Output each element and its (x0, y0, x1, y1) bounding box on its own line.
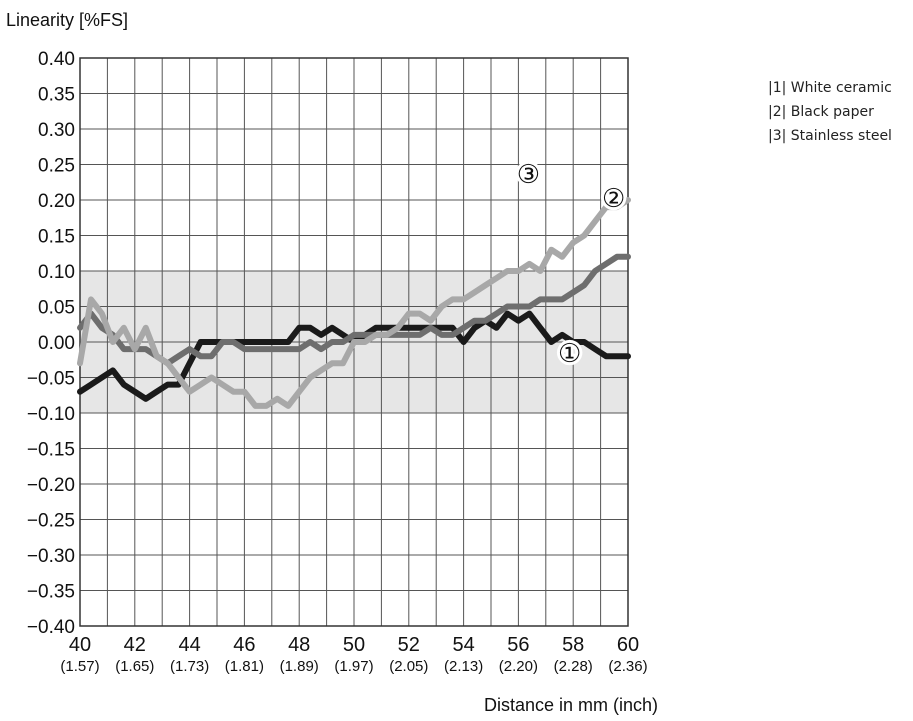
y-tick-label: 0.00 (38, 333, 75, 354)
y-tick-label: 0.40 (38, 49, 75, 70)
legend-item-stainless-steel: |3| Stainless steel (768, 128, 892, 144)
y-axis-title: Linearity [%FS] (6, 10, 128, 30)
x-tick-sublabel: (2.20) (499, 658, 538, 675)
y-tick-label: −0.15 (27, 440, 75, 461)
y-tick-label: 0.35 (38, 85, 75, 106)
x-tick-label: 52 (398, 634, 420, 656)
y-tick-label: −0.25 (27, 511, 75, 532)
x-tick-label: 42 (124, 634, 146, 656)
grid-layer (79, 57, 629, 627)
x-tick-sublabel: (2.13) (444, 658, 483, 675)
y-tick-label: −0.10 (27, 404, 75, 425)
x-axis-title: Distance in mm (inch) (484, 695, 658, 715)
y-tick-label: 0.15 (38, 227, 75, 248)
series-marker-stainless-steel: ③ (517, 160, 540, 190)
y-tick-label: 0.30 (38, 120, 75, 141)
y-tick-label: −0.35 (27, 582, 75, 603)
x-tick-label: 56 (507, 634, 529, 656)
x-tick-label: 58 (562, 634, 584, 656)
y-tick-label: −0.40 (27, 617, 75, 638)
y-tick-label: 0.10 (38, 262, 75, 283)
x-tick-label: 44 (178, 634, 200, 656)
x-tick-label: 40 (69, 634, 91, 656)
x-tick-label: 50 (343, 634, 365, 656)
plot-frame (79, 57, 629, 627)
x-tick-label: 54 (452, 634, 474, 656)
legend-item-white-ceramic: |1| White ceramic (768, 80, 892, 96)
x-tick-sublabel: (1.81) (225, 658, 264, 675)
tick-label-layer: 0.40 0.35 0.30 0.25 0.20 0.15 0.10 0.05 0.00 −0.0… (27, 49, 648, 675)
y-tick-label: 0.20 (38, 191, 75, 212)
x-tick-sublabel: (1.89) (280, 658, 319, 675)
x-tick-sublabel: (1.65) (115, 658, 154, 675)
y-tick-label: 0.05 (38, 298, 75, 319)
x-tick-label: 60 (617, 634, 639, 656)
legend: |1| White ceramic |2| Black paper |3| St… (768, 76, 892, 148)
x-tick-sublabel: (1.73) (170, 658, 209, 675)
legend-item-black-paper: |2| Black paper (768, 104, 874, 120)
x-tick-sublabel: (2.28) (554, 658, 593, 675)
series-marker-layer: ① ② ③ (514, 157, 629, 372)
x-tick-sublabel: (2.05) (389, 658, 428, 675)
series-line-black-paper (77, 253, 631, 367)
x-tick-sublabel: (2.36) (608, 658, 647, 675)
series-marker-black-paper: ② (602, 184, 625, 214)
series-layer (77, 197, 631, 409)
x-tick-sublabel: (1.57) (60, 658, 99, 675)
x-tick-label: 46 (233, 634, 255, 656)
y-tick-label: −0.20 (27, 475, 75, 496)
x-tick-label: 48 (288, 634, 310, 656)
y-tick-label: −0.05 (27, 369, 75, 390)
x-tick-sublabel: (1.97) (334, 658, 373, 675)
series-line-stainless-steel (77, 197, 631, 409)
y-tick-label: 0.25 (38, 156, 75, 177)
series-marker-white-ceramic: ① (558, 339, 581, 369)
y-tick-label: −0.30 (27, 546, 75, 567)
